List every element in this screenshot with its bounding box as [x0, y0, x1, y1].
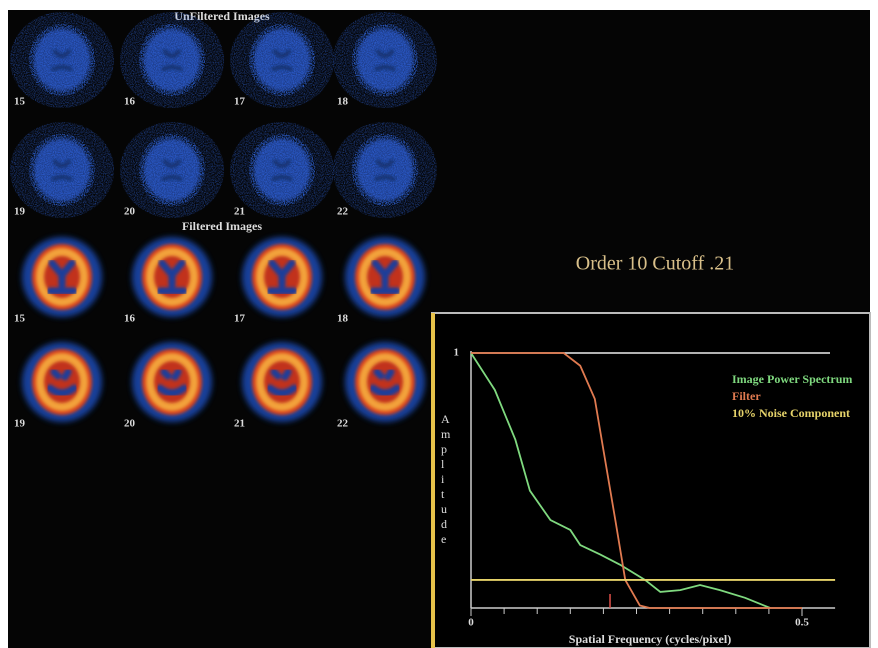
slice-label: 15: [14, 313, 26, 325]
slice-label: 20: [124, 206, 136, 218]
slice-label: 17: [234, 96, 246, 108]
filtered-title: Filtered Images: [182, 219, 262, 233]
unfiltered-image: [10, 122, 114, 218]
legend-entry: Image Power Spectrum: [732, 372, 852, 386]
filtered-image: [22, 342, 102, 422]
white-matter: [154, 361, 190, 403]
slice-label: 16: [124, 313, 136, 325]
unfiltered-image: [120, 122, 224, 218]
slice-label: 19: [14, 206, 26, 218]
heading: Order 10 Cutoff .21: [576, 253, 735, 275]
filtered-image: [242, 342, 322, 422]
white-matter: [264, 361, 300, 403]
x-tick-label: 0: [468, 617, 474, 629]
white-matter: [44, 361, 80, 403]
slice-label: 16: [124, 96, 136, 108]
head-core: [34, 29, 90, 91]
y-axis-letter: A: [441, 412, 450, 426]
y-axis-letter: u: [441, 502, 447, 516]
filtered-image: [132, 237, 212, 317]
slice-label: 22: [337, 206, 349, 218]
slice-label: 18: [337, 96, 349, 108]
white-matter: [367, 361, 403, 403]
filtered-image: [242, 237, 322, 317]
y-tick-label: 1: [454, 347, 460, 359]
slice-label: 18: [337, 313, 349, 325]
figure: UnFiltered Images Filtered Images Order …: [0, 0, 878, 648]
filtered-image: [132, 342, 212, 422]
head-core: [144, 139, 200, 201]
filtered-image: [345, 342, 425, 422]
head-core: [357, 139, 413, 201]
legend-entry: 10% Noise Component: [732, 406, 850, 420]
unfiltered-image: [10, 12, 114, 108]
unfiltered-image: [120, 12, 224, 108]
slice-label: 21: [234, 418, 245, 430]
y-axis-letter: m: [441, 427, 451, 441]
y-axis-letter: e: [441, 532, 446, 546]
unfiltered-image: [333, 12, 437, 108]
chart-frame: [432, 313, 870, 648]
head-core: [144, 29, 200, 91]
y-axis-letter: d: [441, 517, 447, 531]
head-core: [254, 29, 310, 91]
x-tick-label: 0.5: [795, 617, 809, 629]
x-axis-label: Spatial Frequency (cycles/pixel): [569, 632, 731, 646]
unfiltered-image: [333, 122, 437, 218]
head-core: [34, 139, 90, 201]
head-core: [254, 139, 310, 201]
page: {"unfiltered": {"title": "UnFiltered Ima…: [0, 0, 878, 648]
unfiltered-image: [230, 122, 334, 218]
unfiltered-image: [230, 12, 334, 108]
slice-label: 15: [14, 96, 26, 108]
slice-label: 19: [14, 418, 26, 430]
y-axis-letter: p: [441, 442, 447, 456]
filtered-image: [345, 237, 425, 317]
slice-label: 20: [124, 418, 136, 430]
slice-label: 22: [337, 418, 349, 430]
head-core: [357, 29, 413, 91]
slice-label: 17: [234, 313, 246, 325]
filtered-image: [22, 237, 102, 317]
legend-entry: Filter: [732, 389, 761, 403]
slice-label: 21: [234, 206, 245, 218]
